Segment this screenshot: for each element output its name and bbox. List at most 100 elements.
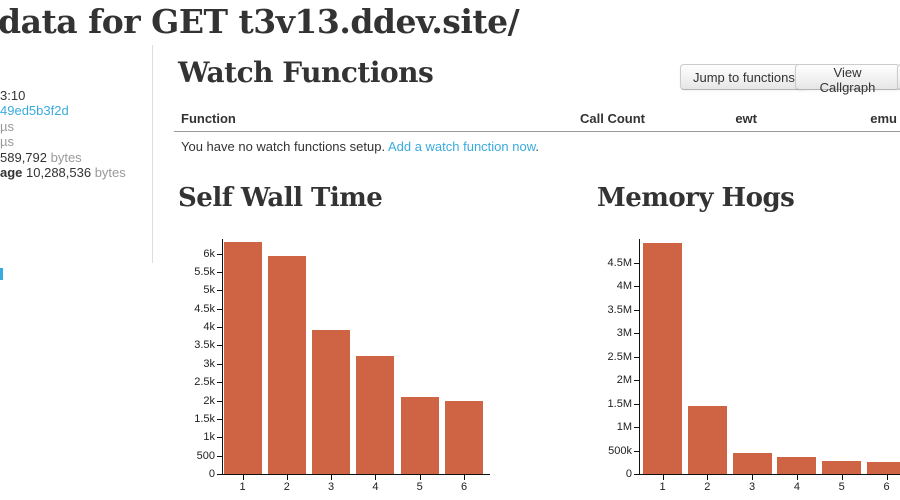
bar-3 [312,330,351,474]
x-tick-label: 3 [328,481,335,493]
bar-2 [687,406,727,474]
x-axis-line [222,474,490,475]
y-tick-mark [217,456,222,457]
x-tick-label: 4 [793,481,800,493]
bar-2 [267,256,306,474]
y-tick-mark [634,286,639,287]
x-tick-mark [242,475,244,480]
y-tick-label: 0 [208,468,215,480]
y-tick-mark [217,254,222,255]
y-tick-label: 1M [616,421,632,433]
y-tick-mark [634,474,639,475]
y-tick-mark [217,437,222,438]
profile-summary-sidebar: 3:10 49ed5b3f2d µs µs 589,792 bytes age 10,28… [0,88,126,180]
self-wall-time-heading: Self Wall Time [178,183,383,213]
memory-hogs-chart: 0 500k 1M 1.5M 2M 2.5M 3M 3.5M 4M 4.5M 1 2 3 4 5 6 [595,235,900,500]
y-tick-label: 3M [616,327,632,339]
bar-6 [867,462,900,474]
y-tick-label: 3k [203,358,215,370]
x-tick-mark [841,475,843,480]
y-tick-mark [217,401,222,402]
y-tick-label: 3.5M [607,304,632,316]
x-tick-mark [752,475,754,480]
x-tick-mark [796,475,798,480]
x-tick-label: 2 [283,481,290,493]
column-call-count: Call Count [580,111,645,126]
y-tick-label: 0 [625,468,632,480]
y-tick-mark [217,419,222,420]
y-tick-label: 500 [196,450,215,462]
x-tick-mark [331,475,333,480]
column-emu: emu [870,111,897,126]
sidebar-line: µs [0,119,126,134]
y-tick-label: 3.5k [194,339,215,351]
y-tick-label: 2M [616,374,632,386]
jump-to-functions-button[interactable]: Jump to functions [680,64,808,90]
y-tick-label: 4.5M [607,257,632,269]
truncated-link-fragment[interactable] [0,268,3,280]
x-tick-label: 1 [659,481,666,493]
y-tick-mark [217,364,222,365]
sidebar-line: 589,792 bytes [0,150,126,165]
y-tick-label: 5k [203,284,215,296]
y-tick-mark [217,474,222,475]
y-tick-mark [217,272,222,273]
y-tick-label: 6k [203,248,215,260]
view-callgraph-button[interactable]: View Callgraph [795,64,900,95]
x-tick-mark [662,475,664,480]
x-tick-mark [375,475,377,480]
bar-5 [822,461,862,474]
y-tick-mark [634,451,639,452]
page-title: data for GET t3v13.ddev.site/ [0,2,520,41]
bar-4 [356,356,395,474]
y-tick-label: 1.5k [194,413,215,425]
y-tick-label: 2k [203,395,215,407]
x-tick-mark [886,475,888,480]
truncated-button[interactable] [897,64,900,90]
y-tick-mark [634,427,639,428]
x-axis-line [639,474,900,475]
y-tick-mark [634,310,639,311]
y-tick-label: 4M [616,280,632,292]
sidebar-text: 10,288,536 [26,165,95,181]
profile-id-link[interactable]: 49ed5b3f2d [0,103,69,119]
bar-5 [400,397,439,474]
y-tick-label: 2.5k [194,376,215,388]
watch-functions-heading: Watch Functions [178,56,434,89]
y-tick-label: 500k [608,445,632,457]
x-tick-mark [464,475,465,480]
x-tick-label: 5 [416,481,423,493]
sidebar-line: 49ed5b3f2d [0,103,126,118]
bar-1 [223,242,262,474]
y-tick-mark [217,345,222,346]
sidebar-divider [152,45,153,263]
y-axis-line [222,239,223,475]
y-tick-mark [634,333,639,334]
sidebar-text: µs [0,134,14,150]
y-tick-mark [634,357,639,358]
y-tick-label: 5.5k [194,266,215,278]
x-tick-label: 1 [239,481,246,493]
empty-state-period: . [535,139,540,154]
sidebar-text: 3:10 [0,88,26,103]
x-tick-label: 6 [460,481,468,493]
x-tick-mark [286,475,288,480]
sidebar-text: 589,792 [0,149,51,165]
watch-empty-row: You have no watch functions setup. Add a… [181,139,539,154]
sidebar-line: µs [0,134,126,149]
self-wall-time-chart: 0 500 1k 1.5k 2k 2.5k 3k 3.5k 4k 4.5k 5k 5.5k 6k 1 2 3 4… [178,235,498,500]
sidebar-text: bytes [94,165,126,181]
y-tick-mark [634,380,639,381]
y-tick-mark [217,309,222,310]
watch-table-header: Function Call Count ewt emu [174,107,900,132]
y-tick-label: 4k [203,321,215,333]
sidebar-line: 3:10 [0,88,126,103]
y-tick-label: 2.5M [607,351,632,363]
add-watch-function-link[interactable]: Add a watch function now [387,139,536,154]
sidebar-text: age [0,165,27,181]
bar-6 [445,401,483,474]
x-tick-mark [707,475,709,480]
bar-3 [732,453,772,474]
bar-4 [777,457,817,474]
empty-state-text: You have no watch functions setup. [181,139,388,154]
